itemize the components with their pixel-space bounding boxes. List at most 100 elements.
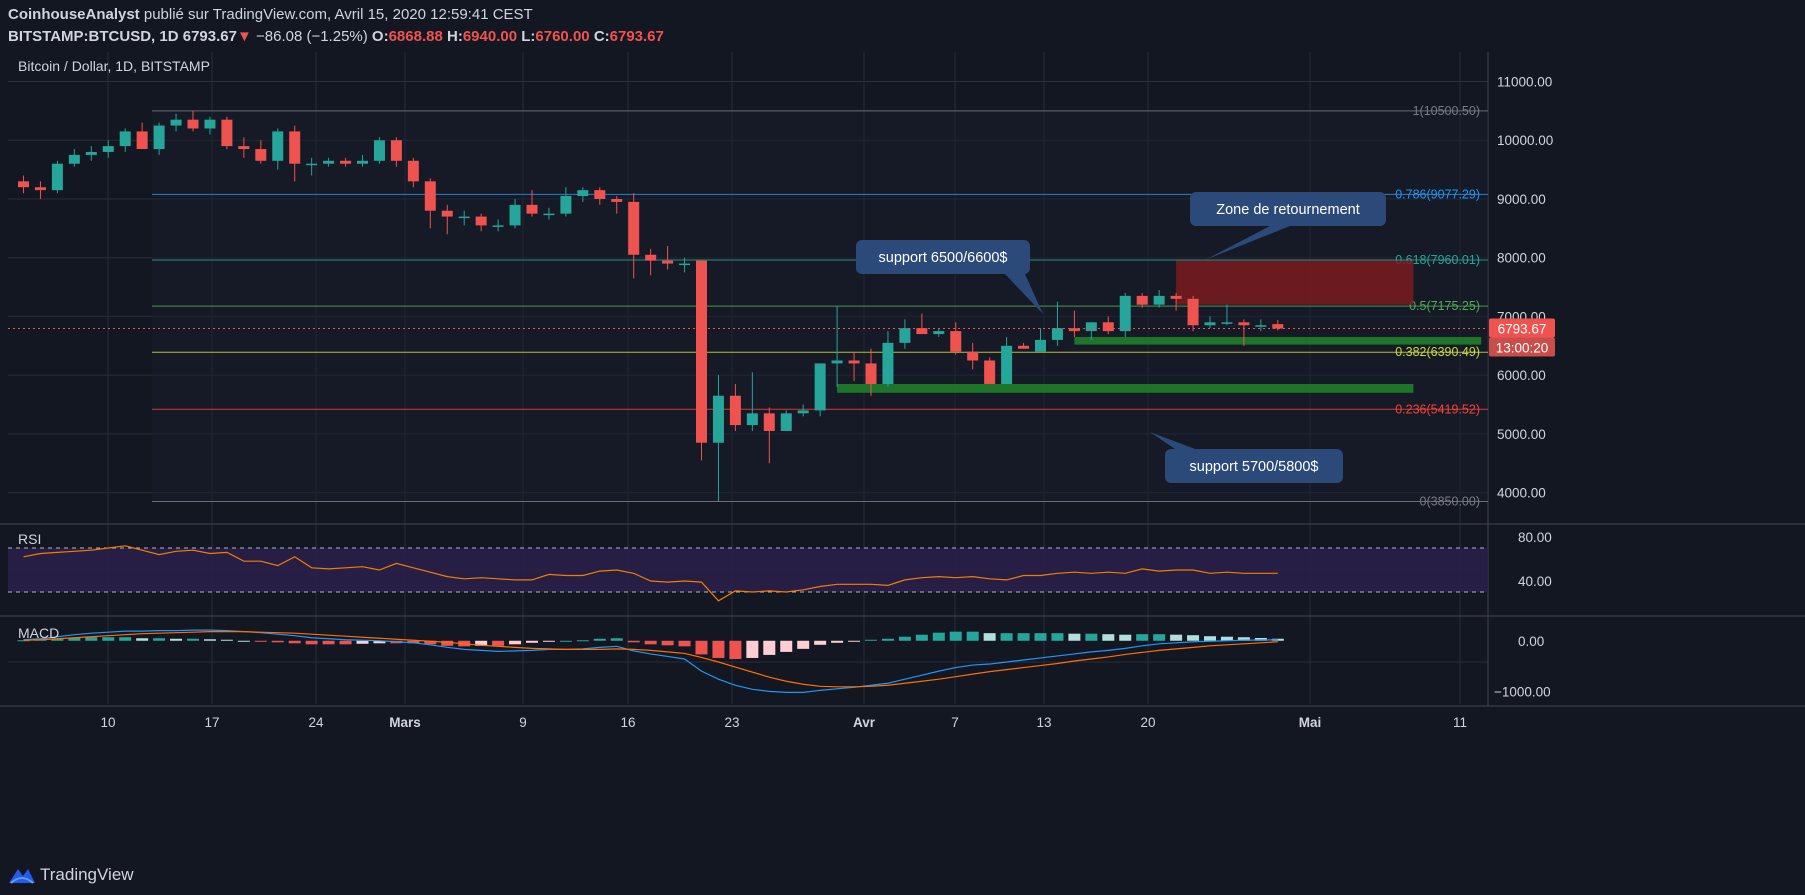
macd-histogram-bar bbox=[746, 640, 759, 658]
countdown-badge bbox=[1489, 337, 1555, 357]
date-tick-label: 7 bbox=[951, 715, 959, 730]
macd-label: MACD bbox=[18, 625, 59, 641]
macd-histogram-bar bbox=[424, 640, 437, 645]
candle-body bbox=[238, 146, 250, 150]
candle-body bbox=[34, 187, 46, 191]
candle-body bbox=[1170, 295, 1182, 299]
candlesticks bbox=[8, 110, 1488, 502]
candle-body bbox=[780, 413, 792, 431]
author-name[interactable]: CoinhouseAnalyst bbox=[8, 6, 140, 23]
callout-text: support 6500/6600$ bbox=[879, 250, 1008, 266]
macd-histogram-bar bbox=[780, 640, 793, 652]
macd-histogram-bar bbox=[1170, 634, 1183, 641]
candle-body bbox=[526, 204, 538, 214]
candle-body bbox=[984, 360, 996, 384]
candle-body bbox=[153, 125, 165, 150]
macd-histogram-bar bbox=[203, 639, 216, 641]
macd-histogram-bar bbox=[85, 637, 98, 641]
rsi-band bbox=[8, 548, 1488, 592]
macd-pane: MACD bbox=[17, 625, 1284, 693]
macd-histogram-bar bbox=[1119, 634, 1132, 641]
macd-histogram-bar bbox=[881, 638, 894, 641]
down-arrow-icon: ▼ bbox=[236, 28, 252, 45]
tradingview-brand[interactable]: TradingView bbox=[40, 865, 134, 884]
price-tick-label: 9000.00 bbox=[1497, 192, 1546, 207]
open-label: O: bbox=[371, 28, 389, 45]
candle-body bbox=[289, 131, 301, 164]
tradingview-logo-icon[interactable] bbox=[8, 863, 36, 885]
candle-body bbox=[950, 331, 962, 352]
macd-tick-label: −1000.00 bbox=[1494, 684, 1551, 699]
fibonacci-retracement[interactable]: 1(10500.50) 0.786(9077.29) 0.618(7960.01) 0… bbox=[152, 104, 1488, 509]
callouts[interactable]: Zone de retournement support 6500/6600$ su… bbox=[856, 192, 1386, 483]
low-value: 6760.00 bbox=[535, 28, 590, 45]
macd-histogram-bar bbox=[441, 640, 454, 646]
fib-level-label: 0.5(7175.25) bbox=[1409, 299, 1480, 313]
date-tick-label: 23 bbox=[724, 715, 739, 730]
macd-histogram-bar bbox=[627, 640, 640, 643]
macd-histogram-bar bbox=[305, 640, 318, 645]
macd-histogram-bar bbox=[559, 640, 572, 642]
zones[interactable] bbox=[837, 260, 1482, 393]
date-tick-label: 20 bbox=[1140, 715, 1155, 730]
date-tick-label: Mars bbox=[389, 715, 421, 730]
macd-histogram-bar bbox=[102, 637, 115, 641]
candle-body bbox=[696, 260, 707, 443]
macd-histogram-bar bbox=[136, 638, 149, 641]
candle-body bbox=[390, 140, 402, 161]
publication-info: publié sur TradingView.com, Avril 15, 20… bbox=[143, 6, 533, 23]
chart-canvas[interactable]: 1(10500.50) 0.786(9077.29) 0.618(7960.01) 0… bbox=[0, 52, 1805, 858]
macd-histogram-bar bbox=[51, 638, 64, 641]
candle-body bbox=[85, 151, 97, 155]
candle-body bbox=[1238, 322, 1250, 326]
macd-histogram-bar bbox=[915, 634, 928, 641]
candle-body bbox=[18, 181, 29, 188]
candle-body bbox=[1136, 295, 1148, 305]
date-tick-label: 16 bbox=[620, 715, 635, 730]
candle-body bbox=[662, 260, 674, 264]
fib-level-label: 0.236(5419.52) bbox=[1395, 402, 1480, 416]
chart-header: CoinhouseAnalyst publié sur TradingView.… bbox=[0, 0, 1805, 52]
candle-body bbox=[797, 410, 809, 414]
macd-histogram-bar bbox=[831, 640, 844, 643]
macd-histogram-bar bbox=[1085, 633, 1098, 641]
symbol-label[interactable]: BITSTAMP:BTCUSD, 1D bbox=[8, 28, 179, 45]
candle-body bbox=[865, 363, 877, 384]
macd-histogram-bar bbox=[407, 640, 420, 644]
candle-body bbox=[882, 342, 894, 384]
candle-body bbox=[611, 198, 623, 202]
macd-histogram-bar bbox=[1254, 637, 1267, 641]
candle-body bbox=[357, 160, 368, 164]
candle-body bbox=[933, 331, 945, 335]
candle-body bbox=[1018, 345, 1030, 349]
candle-body bbox=[1204, 322, 1216, 326]
price-tick-label: 4000.00 bbox=[1497, 486, 1546, 501]
candle-body bbox=[1035, 339, 1046, 352]
macd-histogram-bar bbox=[848, 640, 861, 642]
macd-histogram-bar bbox=[983, 633, 996, 641]
macd-histogram-bar bbox=[644, 640, 657, 645]
last-price-badge-text: 6793.67 bbox=[1498, 322, 1547, 337]
price-tick-label: 8000.00 bbox=[1497, 251, 1546, 266]
macd-histogram-bar bbox=[966, 631, 979, 641]
callout-pointer bbox=[1150, 432, 1195, 449]
macd-histogram-bar bbox=[322, 640, 335, 645]
candle-body bbox=[916, 328, 928, 335]
date-tick-label: 17 bbox=[204, 715, 219, 730]
candle-body bbox=[492, 225, 504, 227]
macd-histogram-bar bbox=[797, 640, 810, 649]
callout-pointer bbox=[1205, 226, 1290, 260]
macd-histogram-bar bbox=[373, 640, 386, 644]
callout-box bbox=[1165, 449, 1343, 483]
last-price: 6793.67 bbox=[182, 28, 237, 45]
macd-histogram-bar bbox=[949, 631, 962, 641]
signal-line bbox=[23, 631, 1278, 688]
candle-body bbox=[1153, 295, 1165, 305]
rsi-line bbox=[23, 545, 1278, 602]
candle-body bbox=[577, 190, 589, 197]
candle-body bbox=[475, 216, 487, 226]
candle-body bbox=[1119, 295, 1131, 332]
macd-histogram-bar bbox=[1237, 637, 1250, 641]
macd-histogram-bar bbox=[356, 640, 369, 644]
high-value: 6940.00 bbox=[462, 28, 518, 45]
